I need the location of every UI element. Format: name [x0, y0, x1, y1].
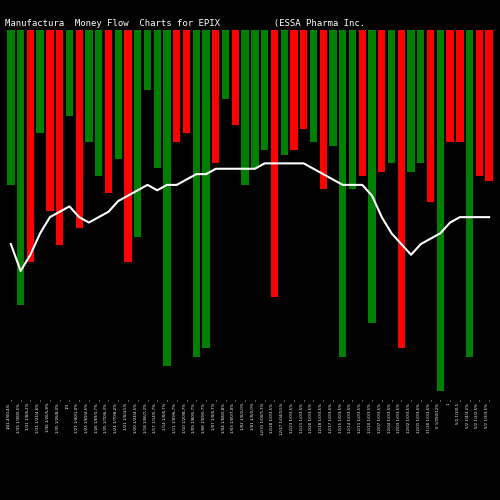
- Bar: [290, 30, 298, 150]
- Bar: [251, 30, 258, 168]
- Bar: [242, 30, 249, 185]
- Bar: [300, 30, 308, 129]
- Bar: [310, 30, 317, 142]
- Bar: [173, 30, 180, 142]
- Bar: [456, 30, 464, 142]
- Bar: [378, 30, 386, 172]
- Bar: [144, 30, 151, 90]
- Bar: [261, 30, 268, 150]
- Bar: [212, 30, 220, 164]
- Bar: [202, 30, 209, 348]
- Bar: [446, 30, 454, 142]
- Bar: [7, 30, 14, 185]
- Bar: [164, 30, 170, 366]
- Bar: [320, 30, 327, 189]
- Bar: [154, 30, 161, 168]
- Bar: [114, 30, 122, 159]
- Bar: [466, 30, 473, 357]
- Bar: [105, 30, 112, 194]
- Bar: [330, 30, 336, 146]
- Bar: [270, 30, 278, 296]
- Bar: [408, 30, 414, 172]
- Bar: [349, 30, 356, 189]
- Bar: [417, 30, 424, 164]
- Bar: [183, 30, 190, 134]
- Bar: [232, 30, 239, 124]
- Bar: [339, 30, 346, 357]
- Bar: [436, 30, 444, 392]
- Bar: [486, 30, 493, 180]
- Text: Manufactura  Money Flow  Charts for EPIX          (ESSA Pharma Inc.             : Manufactura Money Flow Charts for EPIX (…: [5, 19, 500, 28]
- Bar: [358, 30, 366, 176]
- Bar: [388, 30, 395, 164]
- Bar: [95, 30, 102, 176]
- Bar: [86, 30, 92, 142]
- Bar: [192, 30, 200, 357]
- Bar: [26, 30, 34, 262]
- Bar: [56, 30, 64, 245]
- Bar: [66, 30, 73, 116]
- Bar: [368, 30, 376, 322]
- Bar: [36, 30, 44, 134]
- Bar: [398, 30, 405, 348]
- Bar: [222, 30, 230, 99]
- Bar: [427, 30, 434, 202]
- Bar: [124, 30, 132, 262]
- Bar: [476, 30, 483, 176]
- Bar: [76, 30, 83, 228]
- Bar: [280, 30, 288, 155]
- Bar: [17, 30, 24, 305]
- Bar: [46, 30, 54, 210]
- Bar: [134, 30, 141, 236]
